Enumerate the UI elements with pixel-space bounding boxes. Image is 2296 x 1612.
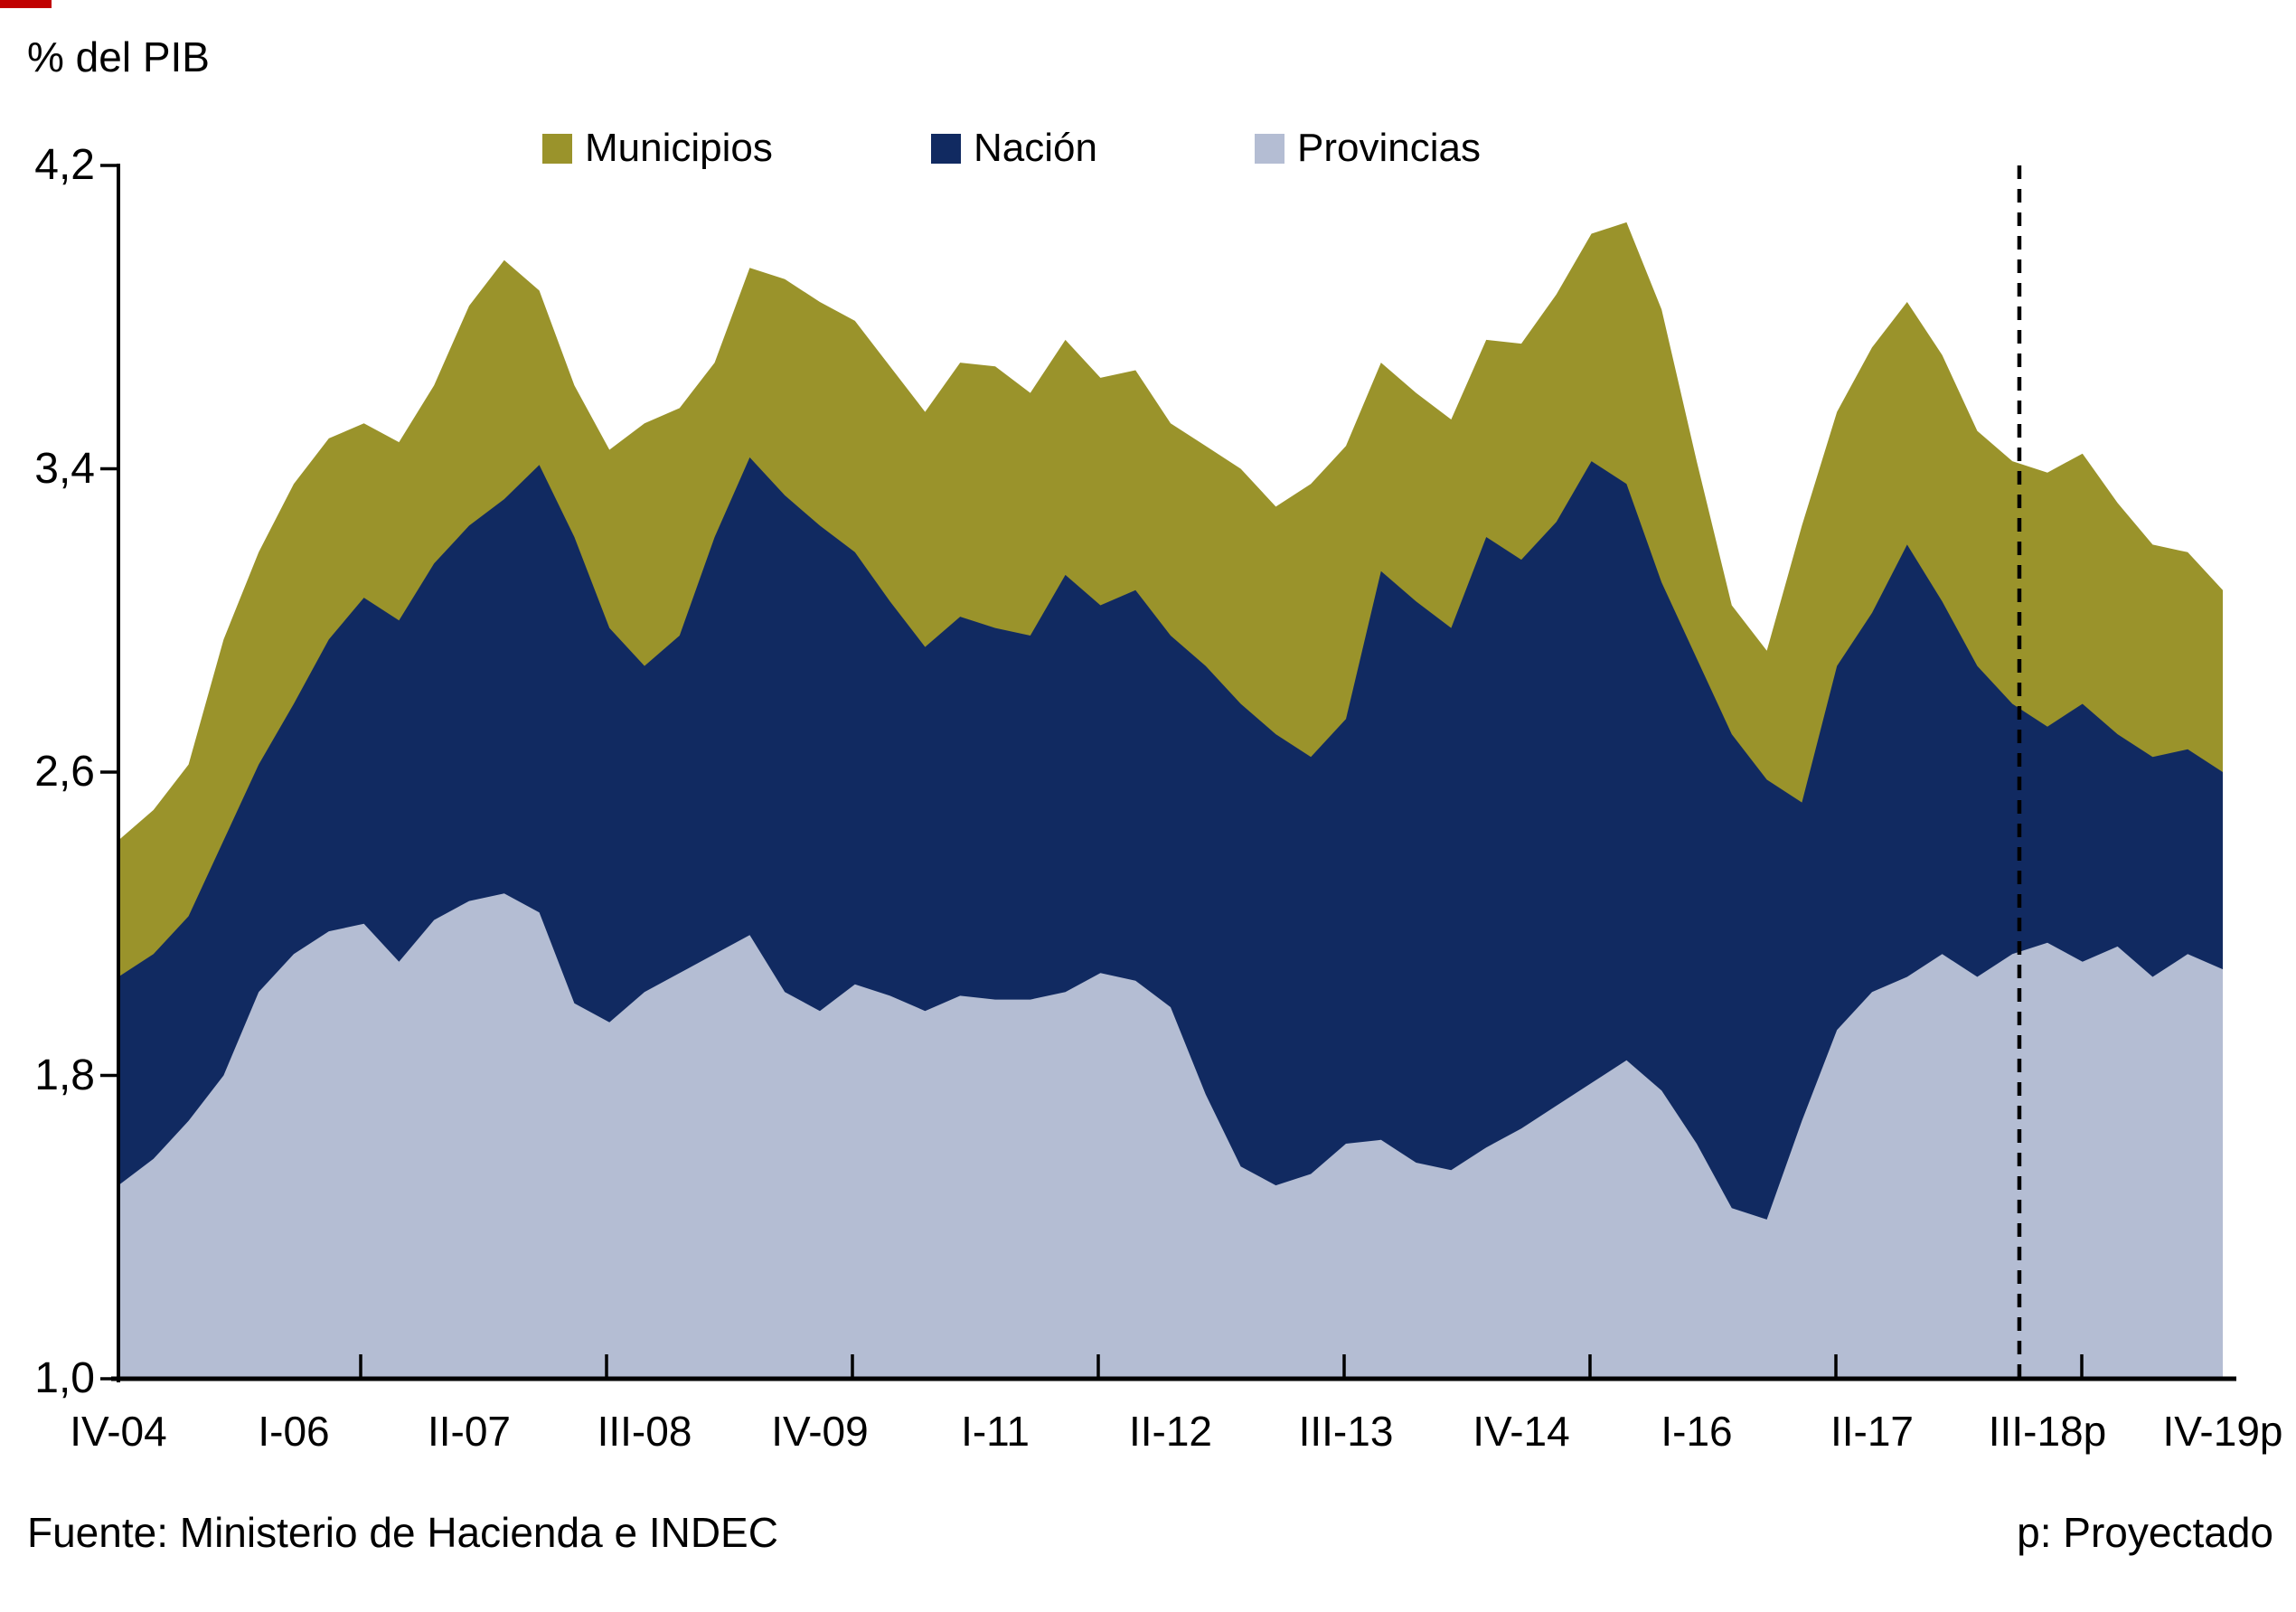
legend-swatch-nacion (931, 133, 961, 164)
legend-item-nacion: Nación (931, 128, 1097, 168)
x-tick-label: I-11 (961, 1408, 1030, 1455)
source-note: Fuente: Ministerio de Hacienda e INDEC (27, 1509, 778, 1556)
y-axis-title: % del PIB (27, 33, 210, 80)
x-tick-label: IV-19p (2162, 1408, 2283, 1455)
x-tick-label: I-06 (258, 1408, 330, 1455)
legend-item-municipios: Municipios (542, 128, 773, 168)
x-tick-label: III-18p (1988, 1408, 2107, 1455)
y-tick-label: 4,2 (34, 141, 95, 189)
legend-swatch-provincias (1255, 133, 1284, 164)
legend-label-nacion: Nación (974, 126, 1097, 170)
x-tick-label: IV-09 (771, 1408, 869, 1455)
x-tick-label: I-16 (1661, 1408, 1733, 1455)
x-tick-label: IV-14 (1473, 1408, 1570, 1455)
y-tick-label: 1,8 (34, 1051, 95, 1099)
legend-item-provincias: Provincias (1255, 128, 1481, 168)
x-tick-label: II-17 (1830, 1408, 1915, 1455)
y-tick-label: 1,0 (34, 1354, 95, 1402)
x-tick-label: II-12 (1128, 1408, 1213, 1455)
legend-swatch-municipios (542, 133, 572, 164)
legend-label-municipios: Municipios (585, 126, 773, 170)
x-tick-label: IV-04 (70, 1408, 167, 1455)
x-tick-label: III-13 (1298, 1408, 1394, 1455)
x-tick-label: III-08 (597, 1408, 692, 1455)
area-provincias (118, 893, 2223, 1379)
x-tick-label: II-07 (427, 1408, 512, 1455)
projection-note: p: Proyectado (2017, 1509, 2273, 1556)
y-tick-label: 2,6 (34, 748, 95, 796)
screenshot-edge-artifact (0, 0, 52, 8)
y-tick-label: 3,4 (34, 444, 95, 493)
legend-label-provincias: Provincias (1297, 126, 1481, 170)
chart-legend: Municipios Nación Provincias (0, 128, 2296, 172)
